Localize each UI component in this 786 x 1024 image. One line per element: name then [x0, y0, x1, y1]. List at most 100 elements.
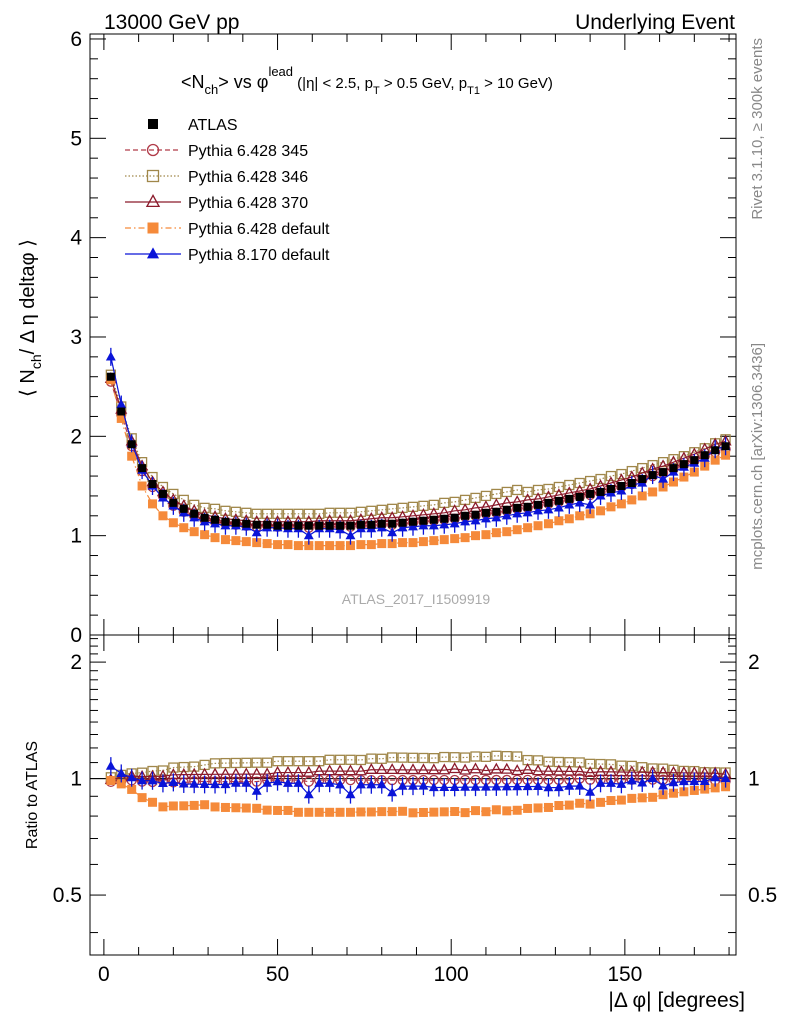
- data-point: [533, 505, 543, 515]
- ratio-data-point: [407, 752, 419, 763]
- ratio-data-point: [262, 777, 273, 787]
- ratio-data-point: [470, 751, 481, 762]
- series-2: [104, 371, 732, 527]
- ratio-data-point: [438, 763, 451, 775]
- ratio-data-point: [616, 760, 627, 771]
- data-point: [480, 513, 491, 523]
- data-point: [356, 540, 366, 550]
- ratio-data-point: [344, 764, 357, 776]
- legend-label: Pythia 6.428 345: [188, 143, 308, 160]
- reference-point: [325, 521, 334, 530]
- ratio-data-point: [679, 787, 689, 797]
- ratio-data-point: [397, 752, 408, 763]
- data-point: [626, 465, 637, 477]
- reference-point: [492, 507, 501, 516]
- ratio-data-point: [116, 779, 126, 789]
- data-point: [564, 514, 574, 524]
- ratio-data-point: [293, 756, 304, 767]
- data-point: [637, 491, 647, 501]
- ratio-data-point: [157, 777, 168, 787]
- ratio-data-point: [355, 754, 367, 766]
- data-point: [710, 455, 720, 465]
- reference-point: [242, 519, 251, 528]
- ratio-data-point: [533, 781, 543, 791]
- ratio-data-point: [210, 779, 220, 789]
- ratio-data-point: [450, 807, 460, 817]
- ratio-data-point: [252, 803, 262, 813]
- data-point: [189, 527, 199, 537]
- ratio-data-point: [480, 751, 492, 762]
- ratio-data-point: [585, 786, 596, 796]
- data-point: [251, 508, 262, 519]
- ratio-data-point: [418, 780, 429, 790]
- ratio-data-point: [178, 761, 189, 773]
- data-point: [418, 537, 428, 547]
- ratio-data-point: [293, 807, 303, 817]
- title-part-2-sup: lead: [268, 64, 293, 79]
- ratio-data-point: [168, 801, 178, 811]
- reference-point: [700, 451, 709, 460]
- ratio-data-point: [668, 788, 678, 798]
- ratio-data-point: [501, 750, 512, 762]
- data-point: [429, 536, 439, 546]
- ratio-data-point: [334, 764, 347, 776]
- ratio-data-point: [574, 780, 585, 790]
- legend-label: Pythia 6.428 default: [188, 221, 330, 238]
- ratio-data-point: [273, 805, 283, 815]
- ratio-data-point: [148, 797, 158, 807]
- x-axis-label: |Δ φ| [degrees]: [608, 989, 745, 1012]
- reference-point: [148, 480, 157, 489]
- ratio-data-point: [251, 785, 262, 795]
- ratio-data-point: [615, 765, 628, 777]
- data-point: [554, 516, 564, 526]
- ratio-data-point: [282, 756, 294, 767]
- data-point: [596, 506, 606, 516]
- mcplots-label: mcplots.cern.ch [arXiv:1306.3436]: [749, 343, 766, 570]
- ratio-data-point: [459, 763, 472, 775]
- data-point: [366, 540, 376, 550]
- data-point: [105, 351, 116, 361]
- ratio-series-4: [105, 757, 731, 804]
- ratio-data-point: [606, 796, 616, 806]
- data-point: [522, 486, 533, 498]
- ratio-data-point: [302, 765, 315, 777]
- ratio-data-point: [325, 807, 335, 817]
- ratio-data-point: [387, 807, 397, 817]
- main-ytick-label: 2: [70, 425, 82, 448]
- ratio-data-point: [314, 777, 325, 787]
- data-point: [564, 499, 575, 509]
- data-point: [543, 504, 554, 514]
- ratio-data-point: [408, 780, 418, 790]
- ratio-data-point: [460, 781, 471, 791]
- reference-point: [263, 520, 272, 529]
- data-point: [408, 521, 418, 531]
- reference-point: [252, 520, 261, 529]
- data-point: [606, 502, 616, 512]
- ratio-data-point: [105, 760, 116, 770]
- ratio-data-point: [272, 776, 283, 786]
- ratio-data-point: [521, 762, 534, 774]
- data-point: [293, 541, 303, 551]
- ratio-data-point: [564, 780, 575, 790]
- ratio-data-point: [627, 793, 637, 803]
- ratio-data-point: [283, 805, 293, 815]
- data-point: [418, 520, 429, 530]
- data-point: [304, 541, 314, 551]
- data-point: [377, 539, 387, 549]
- data-point: [252, 538, 262, 548]
- data-point: [345, 530, 356, 540]
- ratio-data-point: [293, 777, 304, 787]
- ratio-data-point: [396, 763, 409, 775]
- ratio-series-line: [110, 768, 726, 781]
- data-point: [210, 533, 220, 543]
- reference-point: [315, 521, 324, 530]
- data-point: [272, 508, 283, 519]
- ratio-data-point: [366, 779, 377, 789]
- ratio-data-point: [564, 800, 574, 810]
- ratio-ytick-label-right: 0.5: [748, 884, 777, 907]
- reference-point: [471, 510, 480, 519]
- main-ytick-label: 5: [70, 127, 82, 150]
- data-point: [522, 507, 533, 517]
- series-line: [110, 381, 726, 529]
- legend-entry: Pythia 6.428 345: [125, 143, 308, 160]
